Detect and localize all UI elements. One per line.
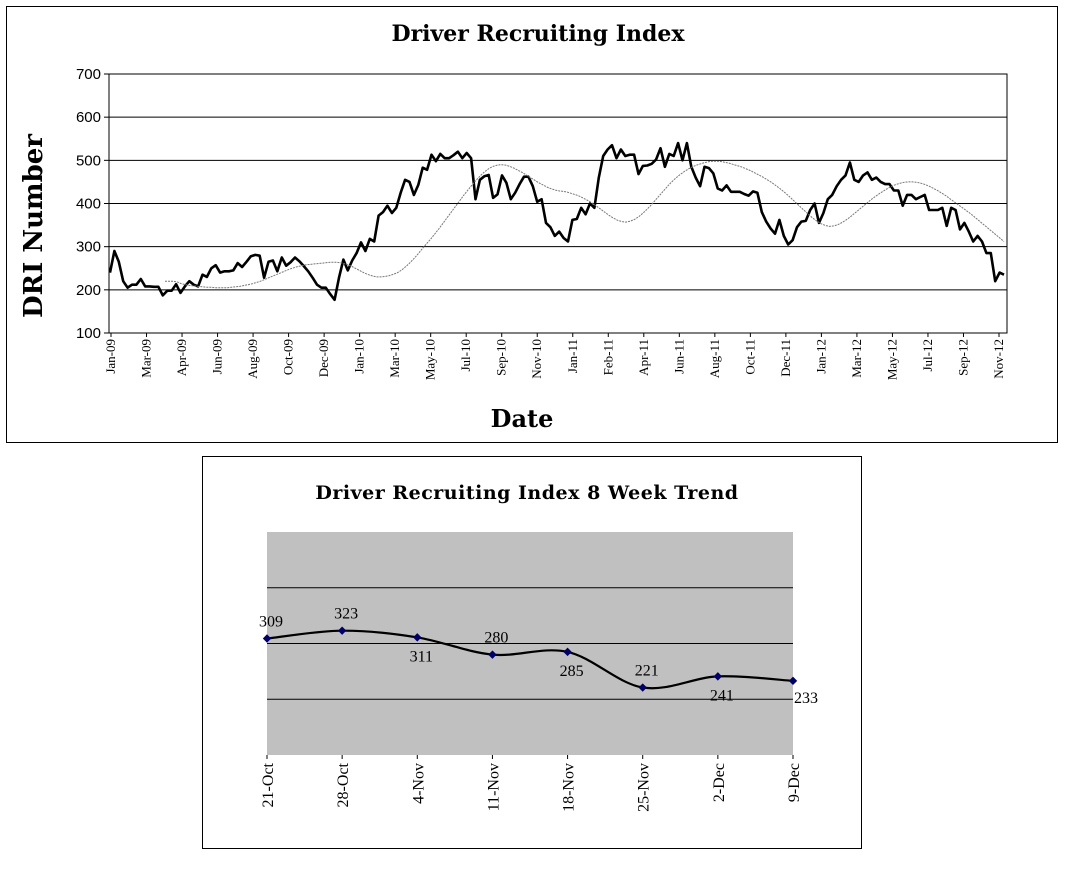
trend-x-label: 11-Nov — [485, 763, 502, 811]
x-tick-label: Jul-12 — [920, 339, 935, 372]
trend-line — [266, 629, 794, 690]
x-tick-label: Jun-11 — [671, 339, 686, 374]
x-axis-title: Date — [491, 404, 554, 433]
x-tick-label: Dec-11 — [778, 339, 793, 377]
x-tick-label: Apr-09 — [174, 339, 189, 376]
x-tick-label: Sep-12 — [955, 339, 970, 376]
x-tick-label: Mar-10 — [387, 339, 402, 378]
trend-point — [337, 626, 347, 635]
x-tick-label: Oct-11 — [742, 339, 757, 375]
series-line-weekly — [108, 141, 1005, 302]
y-tick-label: 400 — [76, 196, 101, 213]
y-tick-label: 100 — [76, 325, 101, 342]
x-tick-label: Aug-11 — [707, 339, 722, 378]
x-tick-label: Mar-09 — [139, 339, 154, 378]
trend-data-label: 241 — [710, 687, 734, 704]
x-tick-label: Jan-10 — [352, 339, 367, 374]
trend-x-label: 28-Oct — [335, 762, 352, 807]
trend-x-label: 18-Nov — [561, 763, 578, 812]
trend-point — [788, 676, 798, 686]
y-axis-title: DRI Number — [19, 134, 49, 318]
x-tick-label: Jun-09 — [210, 339, 225, 374]
trend-x-label: 25-Nov — [636, 763, 653, 812]
trend-point — [413, 633, 422, 642]
trend-data-label: 285 — [560, 663, 584, 680]
dri-trend-chart: Driver Recruiting Index 8 Week Trend 21-O… — [259, 482, 818, 812]
y-tick-label: 200 — [76, 282, 101, 299]
trend-x-label: 9-Dec — [786, 763, 803, 802]
x-tick-label: Nov-10 — [529, 339, 544, 379]
x-tick-label: Jan-11 — [565, 339, 580, 373]
x-tick-label: May-12 — [884, 339, 899, 380]
x-tick-label: Jul-10 — [458, 339, 473, 372]
x-tick-label: Jan-12 — [813, 339, 828, 374]
y-tick-label: 600 — [76, 109, 101, 126]
trend-data-label: 280 — [484, 630, 508, 647]
x-tick-label: Sep-10 — [494, 339, 509, 376]
trend-point — [488, 650, 497, 659]
trend-data-label: 309 — [259, 613, 283, 630]
trend-x-label: 21-Oct — [260, 762, 277, 807]
x-tick-label: Aug-09 — [245, 339, 260, 379]
dri-chart: Driver Recruiting Index 100 200 300 400 500 60… — [19, 21, 1008, 433]
x-tick-label: May-10 — [423, 339, 438, 380]
trend-data-label: 323 — [334, 606, 358, 623]
x-tick-label: Oct-09 — [281, 339, 296, 375]
trend-data-label: 311 — [410, 648, 433, 665]
x-tick-label: Mar-12 — [849, 339, 864, 378]
y-tick-label: 300 — [76, 239, 101, 256]
trend-point — [563, 647, 572, 657]
x-tick-label: Apr-11 — [636, 339, 651, 376]
dri-chart-panel: Driver Recruiting Index 100 200 300 400 500 60… — [6, 6, 1058, 443]
y-tick-label: 500 — [76, 152, 101, 169]
trend-point — [262, 634, 272, 643]
trend-data-label: 221 — [635, 663, 659, 680]
trend-x-label: 2-Dec — [711, 763, 728, 802]
y-tick-label: 700 — [76, 66, 101, 83]
trend-x-label: 4-Nov — [410, 763, 427, 804]
x-tick-label: Nov-12 — [991, 339, 1006, 379]
trend-point — [638, 683, 647, 692]
trend-point — [713, 672, 723, 681]
x-tick-label: Feb-11 — [600, 339, 615, 375]
series-line-moving-average — [165, 160, 1005, 289]
chart-title: Driver Recruiting Index — [391, 21, 685, 47]
x-tick-label: Jan-09 — [103, 339, 118, 374]
trend-data-label: 233 — [794, 690, 818, 707]
trend-chart-title: Driver Recruiting Index 8 Week Trend — [315, 482, 738, 504]
dri-trend-panel: Driver Recruiting Index 8 Week Trend 21-O… — [202, 456, 862, 849]
x-tick-label: Dec-09 — [316, 339, 331, 377]
